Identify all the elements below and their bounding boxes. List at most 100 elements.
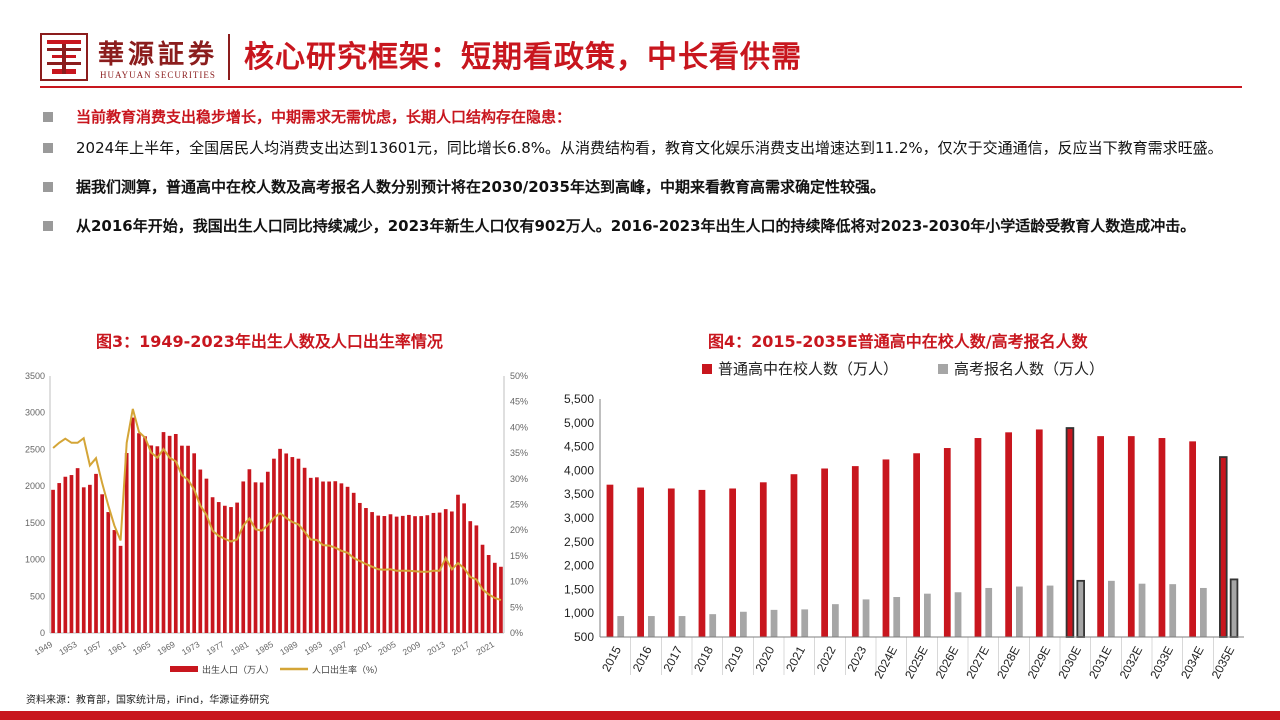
x-tick-label: 1957 — [82, 639, 104, 657]
enrollment-bar — [790, 474, 798, 637]
y-tick-label-left: 2500 — [25, 444, 45, 454]
gaokao-bar — [954, 592, 962, 637]
x-tick-label: 2029E — [1025, 644, 1054, 681]
x-tick-label: 2017 — [450, 639, 472, 657]
y-tick-label-right: 5% — [510, 602, 523, 612]
birth-bar — [388, 514, 393, 633]
birth-bar — [167, 435, 172, 633]
y-tick-label: 5,500 — [564, 392, 594, 406]
birth-bar — [370, 512, 374, 633]
birth-bar — [149, 445, 154, 633]
legend-swatch-enrollment — [702, 364, 712, 374]
bullet-list: 当前教育消费支出稳步增长，中期需求无需忧虑，长期人口结构存在隐患： 2024年上… — [40, 104, 1245, 252]
birth-bar — [112, 530, 117, 633]
x-tick-label: 1981 — [229, 639, 251, 657]
enrollment-bar — [851, 466, 859, 637]
birth-bar — [223, 505, 227, 633]
gaokao-bar — [709, 614, 717, 637]
gaokao-bar — [985, 587, 993, 637]
birth-bar — [431, 512, 436, 633]
enrollment-bar — [913, 453, 920, 637]
header-separator — [228, 34, 230, 80]
birth-bar — [333, 481, 338, 633]
y-tick-label: 500 — [574, 630, 594, 644]
y-tick-label: 5,000 — [564, 416, 594, 430]
gaokao-bar — [1046, 585, 1054, 637]
birth-bar — [186, 445, 190, 633]
gaokao-bar — [801, 609, 809, 637]
legend-label-enrollment: 普通高中在校人数（万人） — [718, 361, 898, 378]
bullet-text: 2024年上半年，全国居民人均消费支出达到13601元，同比增长6.8%。从消费… — [76, 139, 1223, 157]
y-tick-label-right: 30% — [510, 474, 528, 484]
birth-bar — [253, 482, 258, 633]
birth-bar — [351, 492, 356, 633]
y-tick-label-right: 40% — [510, 422, 528, 432]
x-tick-label: 2018 — [691, 644, 716, 674]
y-tick-label-left: 3500 — [25, 371, 45, 381]
x-tick-label: 2021 — [783, 644, 808, 674]
birth-rate-line — [52, 408, 502, 602]
birth-bar — [143, 436, 147, 633]
enrollment-chart: 普通高中在校人数（万人） 高考报名人数（万人） 500 1,000 1,500 2,000… — [564, 361, 1244, 681]
birth-bar — [100, 494, 104, 633]
birth-bar — [364, 508, 368, 633]
birth-bar — [419, 516, 424, 633]
gaokao-bar — [1138, 583, 1146, 637]
legend-label-births: 出生人口（万人） — [202, 664, 274, 675]
x-tick-label: 2005 — [376, 639, 398, 657]
legend-label-rate: 人口出生率（%） — [312, 664, 383, 675]
x-tick-label: 2031E — [1086, 644, 1115, 681]
birth-bar — [290, 457, 295, 633]
enrollment-bar — [1219, 456, 1228, 638]
chart-title-births: 图3：1949-2023年出生人数及人口出生率情况 — [96, 332, 443, 351]
birth-bar — [259, 482, 264, 633]
legend-swatch-gaokao — [938, 364, 948, 374]
birth-bar — [161, 432, 166, 633]
legend-label-gaokao: 高考报名人数（万人） — [954, 361, 1104, 378]
footer-bar — [0, 711, 1280, 720]
x-tick-label: 2009 — [401, 639, 423, 657]
y-tick-label-right: 10% — [510, 577, 528, 587]
y-tick-label-right: 0% — [510, 628, 523, 638]
birth-bar — [345, 486, 350, 633]
gaokao-bar — [832, 604, 839, 637]
birth-bar — [315, 477, 319, 633]
gaokao-bar — [924, 593, 931, 637]
x-tick-label: 1977 — [204, 639, 226, 657]
birth-bar — [394, 516, 399, 633]
birth-bar — [94, 473, 98, 633]
x-tick-label: 1997 — [327, 639, 349, 657]
x-tick-label: 1973 — [180, 639, 202, 657]
brand-logo-icon — [40, 33, 88, 81]
enrollment-bar — [882, 459, 890, 637]
x-tick-label: 1965 — [131, 639, 153, 657]
gaokao-bar — [1169, 584, 1177, 637]
birth-bar — [437, 512, 442, 633]
x-tick-label: 2017 — [660, 644, 685, 674]
bullet-square-icon — [43, 182, 53, 192]
birth-bar — [413, 516, 417, 633]
y-tick-label: 4,500 — [564, 440, 594, 454]
gaokao-bar — [648, 616, 655, 637]
enrollment-bar — [729, 488, 736, 637]
birth-bar — [247, 469, 252, 633]
y-tick-label-right: 20% — [510, 525, 528, 535]
gaokao-bar — [1229, 578, 1239, 638]
gaokao-bar — [770, 609, 778, 637]
enrollment-bar — [821, 468, 828, 637]
enrollment-bar — [667, 488, 675, 637]
enrollment-bar — [1158, 438, 1166, 637]
x-tick-label: 1953 — [57, 639, 79, 657]
birth-bar — [118, 545, 123, 633]
x-tick-label: 2028E — [994, 644, 1023, 681]
birth-bar — [357, 502, 362, 633]
x-tick-label: 2016 — [630, 644, 655, 674]
birth-bar — [204, 478, 209, 633]
birth-bar — [265, 471, 270, 633]
x-tick-label: 2022 — [814, 644, 839, 674]
bullet-square-icon — [43, 221, 53, 231]
y-tick-label-right: 35% — [510, 448, 528, 458]
brand-name-en: HUAYUAN SECURITIES — [100, 70, 216, 80]
x-tick-label: 2013 — [425, 639, 447, 657]
bullet-item: 据我们测算，普通高中在校人数及高考报名人数分别预计将在2030/2035年达到高… — [40, 174, 1245, 201]
